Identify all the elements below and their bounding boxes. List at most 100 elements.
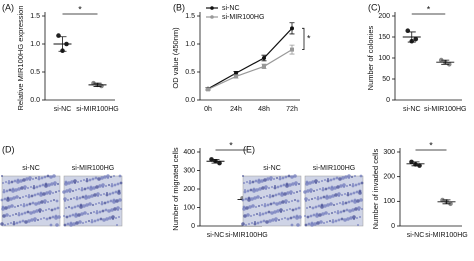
cell <box>350 199 354 203</box>
y-tick-label: 0 <box>386 97 390 104</box>
cell <box>323 204 327 208</box>
cell <box>50 182 54 186</box>
cell <box>114 190 118 194</box>
axis <box>44 12 115 101</box>
cell <box>53 207 57 211</box>
cell <box>80 212 84 216</box>
cell <box>281 200 285 204</box>
cell <box>47 183 51 187</box>
cell <box>15 195 19 199</box>
cell <box>13 179 17 183</box>
cell <box>2 190 6 194</box>
cell <box>266 203 270 207</box>
cell <box>50 208 54 212</box>
cell <box>38 176 40 178</box>
cell <box>243 182 245 184</box>
cell <box>245 224 247 226</box>
cell <box>112 198 116 202</box>
cell <box>316 221 320 225</box>
cell <box>5 189 9 193</box>
series-line <box>207 27 293 90</box>
cell <box>17 187 21 191</box>
cell <box>242 175 244 177</box>
cell <box>318 181 320 183</box>
y-tick-label: 1.0 <box>30 41 40 48</box>
cell <box>35 177 37 179</box>
cell <box>260 197 262 199</box>
y-tick-label: 100 <box>383 198 395 205</box>
cell <box>32 178 34 180</box>
cell <box>63 215 65 217</box>
cell <box>103 201 107 205</box>
cell <box>244 189 246 191</box>
cell <box>278 177 282 181</box>
cell <box>244 197 248 201</box>
cell <box>248 223 250 225</box>
cell <box>98 184 102 188</box>
cell <box>284 175 288 179</box>
cell <box>247 196 251 200</box>
cell <box>109 199 113 203</box>
y-tick-label: 300 <box>183 167 195 174</box>
cell <box>115 199 119 203</box>
cell <box>319 196 323 200</box>
cell <box>101 209 105 213</box>
cell <box>309 206 311 208</box>
cell <box>304 197 308 201</box>
error-bar <box>407 31 416 43</box>
cell <box>100 194 102 196</box>
cell <box>82 204 86 208</box>
cell <box>329 202 333 206</box>
cell <box>42 210 44 212</box>
cell <box>320 203 324 207</box>
cell <box>5 213 9 217</box>
cell <box>20 186 24 190</box>
cell <box>273 178 275 180</box>
cell <box>23 203 25 205</box>
cell <box>119 181 123 185</box>
cell <box>309 214 313 218</box>
cell <box>269 194 271 196</box>
cell <box>346 193 350 197</box>
cell <box>248 205 252 209</box>
y-tick-label: 1.5 <box>185 13 195 20</box>
cell <box>78 196 82 200</box>
cell <box>263 196 265 198</box>
cell <box>342 201 344 203</box>
cell <box>261 212 265 216</box>
cell <box>93 193 97 197</box>
cell <box>264 203 266 205</box>
cell <box>306 189 310 193</box>
cell <box>299 190 301 192</box>
cell <box>294 207 298 211</box>
cell <box>115 217 117 219</box>
cell <box>290 223 294 227</box>
cell <box>310 221 314 225</box>
cell <box>98 210 102 214</box>
cell <box>116 224 118 226</box>
cell <box>241 198 245 202</box>
cell <box>20 212 24 216</box>
cell <box>37 219 39 221</box>
cell <box>324 179 326 181</box>
cell <box>357 206 361 210</box>
cell <box>68 188 72 192</box>
cell <box>359 216 361 218</box>
cell <box>67 181 71 185</box>
cell <box>345 208 349 212</box>
x-tick-label: si-NC <box>207 232 225 239</box>
cell <box>249 188 253 192</box>
cell <box>288 183 292 187</box>
cell <box>45 209 47 211</box>
cell <box>333 204 335 206</box>
cell <box>328 213 330 215</box>
cell <box>255 206 257 208</box>
cell <box>81 187 83 189</box>
cell <box>283 210 285 212</box>
cell <box>256 195 260 199</box>
x-tick-label: si-MIR100HG <box>425 232 467 239</box>
cell <box>316 189 318 191</box>
cell <box>90 194 94 198</box>
cell <box>348 209 352 213</box>
